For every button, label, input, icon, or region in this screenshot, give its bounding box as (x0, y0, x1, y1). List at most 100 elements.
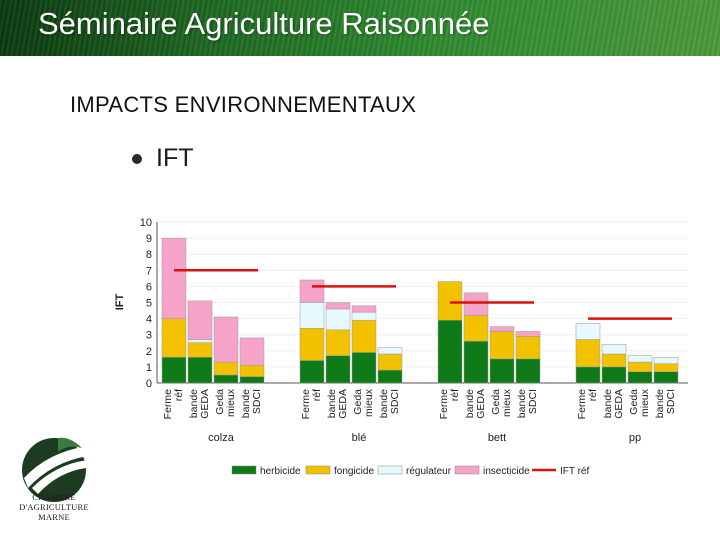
legend-swatch-herbicide (231, 465, 257, 475)
category-label: GEDA (613, 389, 625, 419)
bar-segment-insecticide (187, 300, 213, 340)
bar-segment-herbicide (213, 374, 239, 384)
bar-segment-insecticide (213, 316, 239, 363)
category-label: mieux (501, 388, 513, 417)
bar-segment-herbicide (653, 371, 679, 384)
bar-segment-fongicide (653, 363, 679, 372)
bar-segment-herbicide (575, 366, 601, 384)
bullet-dot (132, 154, 142, 164)
logo-text: CHAMBRE D'AGRICULTURE MARNE (16, 492, 92, 522)
bar-segment-fongicide (187, 342, 213, 358)
category-label: réf (449, 389, 461, 401)
bar-segment-insecticide (463, 292, 489, 316)
category-label: bande (188, 389, 200, 418)
bar-segment-fongicide (325, 329, 351, 356)
chambre-agriculture-logo-icon (22, 437, 88, 502)
bar-segment-regulateur (377, 347, 403, 355)
bar-segment-fongicide (299, 328, 325, 361)
legend-label: IFT réf (560, 466, 589, 477)
bar-segment-herbicide (377, 369, 403, 384)
legend-label: insecticide (483, 466, 530, 477)
category-label: mieux (639, 388, 651, 417)
bar-segment-regulateur (575, 323, 601, 340)
category-label: GEDA (337, 389, 349, 419)
bar-segment-fongicide (239, 365, 265, 377)
section-title: IMPACTS ENVIRONNEMENTAUX (70, 92, 417, 117)
category-label: GEDA (199, 389, 211, 419)
bar-segment-regulateur (325, 308, 351, 331)
bar-segment-fongicide (601, 353, 627, 368)
category-label: réf (311, 389, 323, 401)
bar-segment-fongicide (351, 319, 377, 353)
bar-segment-insecticide (325, 302, 351, 310)
y-tick-label: 4 (146, 314, 152, 326)
bar-segment-herbicide (627, 371, 653, 384)
group-label: blé (352, 432, 367, 444)
bar-segment-fongicide (489, 331, 515, 360)
group-label: pp (629, 432, 641, 444)
bar-segment-regulateur (351, 311, 377, 321)
category-label: Ferme (162, 389, 174, 419)
legend-swatch-insecticide (454, 465, 480, 475)
bar-segment-herbicide (463, 340, 489, 384)
y-tick-label: 0 (146, 378, 152, 390)
y-tick-label: 1 (146, 362, 152, 374)
bar-segment-insecticide (299, 279, 325, 303)
bar-segment-regulateur (653, 356, 679, 364)
header-title: Séminaire Agriculture Raisonnée (38, 6, 490, 41)
category-label: réf (587, 389, 599, 401)
legend-label: herbicide (260, 466, 301, 477)
bar-segment-fongicide (575, 339, 601, 368)
bar-segment-fongicide (377, 353, 403, 371)
bar-segment-fongicide (627, 361, 653, 372)
header-banner: Séminaire Agriculture Raisonnée (0, 0, 720, 56)
category-label: Geda (490, 389, 502, 415)
category-label: Geda (352, 389, 364, 415)
category-label: bande (464, 389, 476, 418)
y-tick-label: 7 (146, 265, 152, 277)
bar-segment-insecticide (515, 331, 541, 337)
bar-segment-herbicide (299, 360, 325, 384)
y-tick-label: 3 (146, 330, 152, 342)
category-label: SDCI (665, 389, 677, 414)
bar-segment-insecticide (161, 237, 187, 319)
bar-segment-insecticide (489, 326, 515, 332)
category-label: bande (326, 389, 338, 418)
legend-label: régulateur (406, 466, 452, 477)
bullet-text: IFT (156, 144, 194, 172)
bar-segment-insecticide (239, 337, 265, 366)
bar-segment-insecticide (351, 305, 377, 313)
bar-segment-herbicide (601, 366, 627, 384)
logo-line-1: CHAMBRE (32, 492, 76, 502)
bar-segment-herbicide (187, 356, 213, 384)
logo-line-2: D'AGRICULTURE (19, 502, 89, 512)
legend-label: fongicide (334, 466, 374, 477)
bar-segment-fongicide (213, 361, 239, 376)
y-tick-label: 6 (146, 281, 152, 293)
category-label: GEDA (475, 389, 487, 419)
bar-segment-herbicide (437, 319, 463, 384)
category-label: Ferme (438, 389, 450, 419)
legend-swatch-regulateur (377, 465, 403, 475)
legend-swatch-fongicide (305, 465, 331, 475)
y-tick-label: 5 (146, 298, 152, 310)
category-label: réf (173, 389, 185, 401)
category-label: Geda (628, 389, 640, 415)
bar-segment-herbicide (489, 358, 515, 384)
bar-segment-herbicide (325, 355, 351, 384)
bar-segment-fongicide (437, 281, 463, 321)
category-label: mieux (225, 388, 237, 417)
category-label: SDCI (251, 389, 263, 414)
logo-line-3: MARNE (38, 512, 70, 522)
category-label: Ferme (300, 389, 312, 419)
category-label: SDCI (389, 389, 401, 414)
bar-segment-regulateur (299, 302, 325, 329)
y-tick-label: 9 (146, 233, 152, 245)
bar-segment-herbicide (351, 352, 377, 384)
group-label: bett (488, 432, 506, 444)
bar-segment-regulateur (601, 344, 627, 355)
bar-segment-herbicide (161, 356, 187, 384)
category-label: mieux (363, 388, 375, 417)
y-tick-label: 8 (146, 249, 152, 261)
